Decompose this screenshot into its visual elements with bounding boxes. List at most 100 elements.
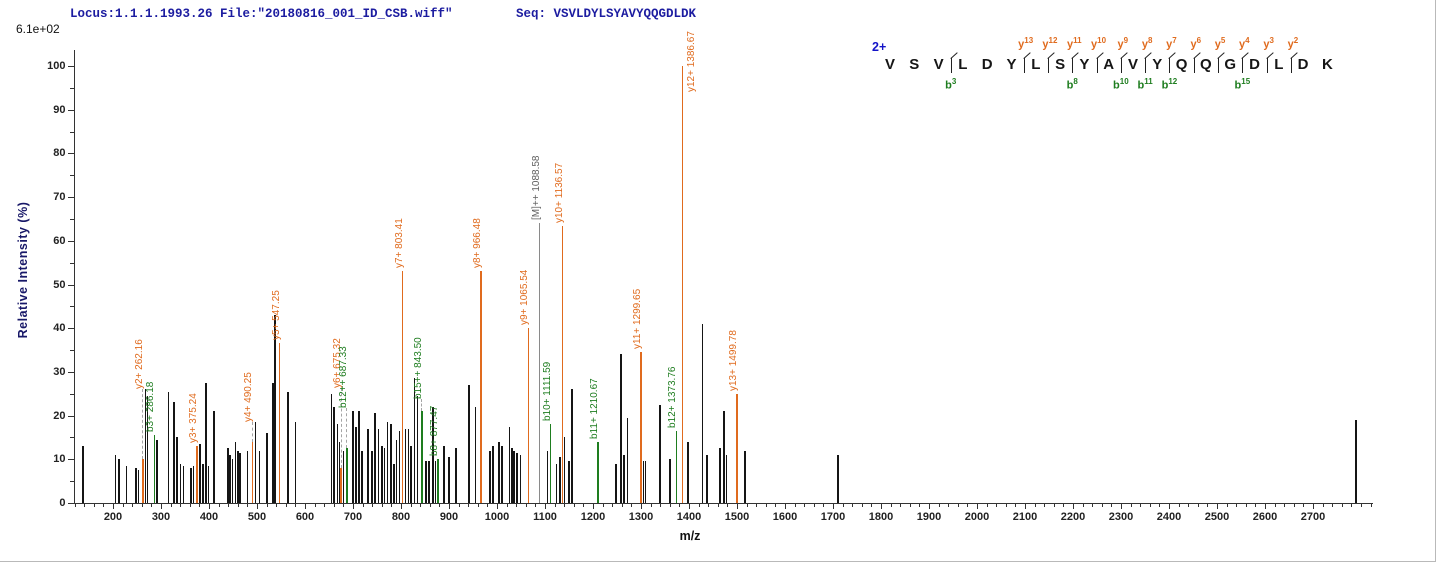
spectrum-peak (398, 430, 401, 503)
ion-label-text: y3+ 375.24 (188, 393, 200, 444)
spectrum-peak (474, 406, 477, 503)
y-axis-line (73, 50, 75, 504)
ion-label-text: y2+ 262.16 (133, 339, 145, 390)
x-axis-minor-tick (660, 503, 662, 507)
y-axis-tick-label: 20 (53, 409, 66, 422)
y-ion-peak (681, 66, 684, 503)
cleavage-mark-vertical (1169, 58, 1171, 73)
x-axis-minor-tick (986, 503, 988, 507)
ion-label-text: b11+ 1210.67 (589, 378, 601, 439)
x-axis-line (73, 503, 1373, 505)
peptide-residue: D (1297, 56, 1309, 73)
y-axis-minor-tick (70, 350, 74, 352)
peptide-residue: V (1127, 56, 1138, 73)
spectrum-peak (173, 402, 175, 503)
x-axis-major-tick (785, 503, 786, 509)
x-axis-minor-tick (285, 503, 287, 507)
x-axis-tick-label: 1300 (628, 511, 654, 523)
x-axis-major-tick (593, 503, 594, 509)
spectrum-peak (207, 465, 210, 503)
spectrum-peak (330, 393, 333, 503)
x-axis-minor-tick (151, 503, 153, 507)
y-axis-minor-tick (70, 218, 74, 220)
x-axis-major-tick (449, 503, 450, 509)
spectrum-peak (407, 428, 410, 503)
spectrum-peak (620, 354, 622, 503)
x-axis-major-tick (929, 503, 930, 509)
spectrum-peak (744, 450, 746, 503)
ion-label-text: y7+ 803.41 (393, 218, 405, 269)
spectrum-peak (254, 422, 257, 503)
x-axis-minor-tick (564, 503, 566, 507)
y-ion-ladder-label: y9 (1117, 36, 1129, 51)
x-axis-minor-tick (189, 503, 191, 507)
spectrum-peak (125, 465, 128, 503)
y-axis-major-tick (67, 240, 74, 242)
x-axis-major-tick (209, 503, 210, 509)
spectrum-peak (287, 391, 289, 503)
x-axis-minor-tick (900, 503, 902, 507)
x-axis-tick-label: 1600 (772, 511, 798, 523)
ion-label-text: y9+ 1065.54 (519, 269, 531, 326)
x-axis-minor-tick (1101, 503, 1103, 507)
x-axis-minor-tick (679, 503, 681, 507)
spectrum-peak (1355, 419, 1357, 503)
x-axis-tick-label: 2300 (1108, 511, 1134, 523)
spectrum-peak (511, 448, 513, 503)
peptide-residue: Q (1175, 56, 1188, 73)
spectrum-peak (687, 441, 689, 503)
spectrum-peak (374, 413, 376, 503)
spectrum-peak (416, 395, 419, 503)
spectrum-peak (199, 444, 201, 503)
y-ion-peak (196, 446, 198, 503)
b-ion-ladder-label: b15 (1234, 77, 1251, 92)
x-axis-minor-tick (1332, 503, 1334, 507)
x-axis-tick-label: 2400 (1156, 511, 1182, 523)
spectrum-peak (167, 391, 170, 503)
cleavage-mark-vertical (1145, 58, 1147, 73)
x-axis-minor-tick (266, 503, 268, 507)
b-ion-ladder-label: b12 (1161, 77, 1178, 92)
spectrum-peak (455, 448, 457, 503)
y-ion-ladder-label: y11 (1066, 36, 1082, 51)
x-axis-minor-tick (535, 503, 537, 507)
y-axis-minor-tick (70, 306, 74, 308)
b-ion-peak (437, 459, 439, 503)
spectrum-peak (137, 470, 140, 503)
peptide-residue: L (1274, 56, 1284, 73)
x-axis-tick-label: 700 (343, 511, 363, 523)
spectrum-peak (723, 411, 725, 503)
spectrum-peak (489, 450, 491, 503)
spectrum-peak (571, 389, 573, 503)
x-axis-tick-label: 1400 (676, 511, 702, 523)
y-axis-tick-label: 70 (53, 191, 66, 204)
x-axis-minor-tick (276, 503, 278, 507)
cleavage-mark-vertical (1120, 58, 1122, 73)
x-axis-tick-label: 200 (103, 511, 123, 523)
y-ion-ladder-label: y12 (1042, 36, 1058, 51)
ion-label-text: b8+ 877.47 (429, 405, 441, 457)
precursor-charge-label: 2+ (872, 40, 887, 54)
cleavage-mark-vertical (950, 58, 952, 73)
x-axis-minor-tick (1149, 503, 1151, 507)
x-axis-minor-tick (237, 503, 239, 507)
y-axis-major-tick (67, 328, 74, 330)
x-axis-minor-tick (458, 503, 460, 507)
x-axis-minor-tick (612, 503, 614, 507)
x-axis-minor-tick (765, 503, 767, 507)
spectrum-peak (266, 433, 268, 503)
x-axis-minor-tick (1274, 503, 1276, 507)
x-axis-minor-tick (794, 503, 796, 507)
x-axis-minor-tick (468, 503, 470, 507)
spectrum-peak (294, 422, 297, 503)
cleavage-mark-vertical (1047, 58, 1049, 73)
spectrum-peak (182, 465, 185, 503)
ion-label-text: b12++ 687.33 (337, 346, 349, 409)
spectrum-peak (144, 389, 147, 503)
x-axis-minor-tick (650, 503, 652, 507)
spectrum-peak (231, 459, 234, 503)
spectrum-peak (568, 461, 570, 503)
locus-file-header: Locus:1.1.1.1993.26 File:"20180816_001_I… (70, 7, 453, 21)
precursor-peak (538, 223, 541, 503)
